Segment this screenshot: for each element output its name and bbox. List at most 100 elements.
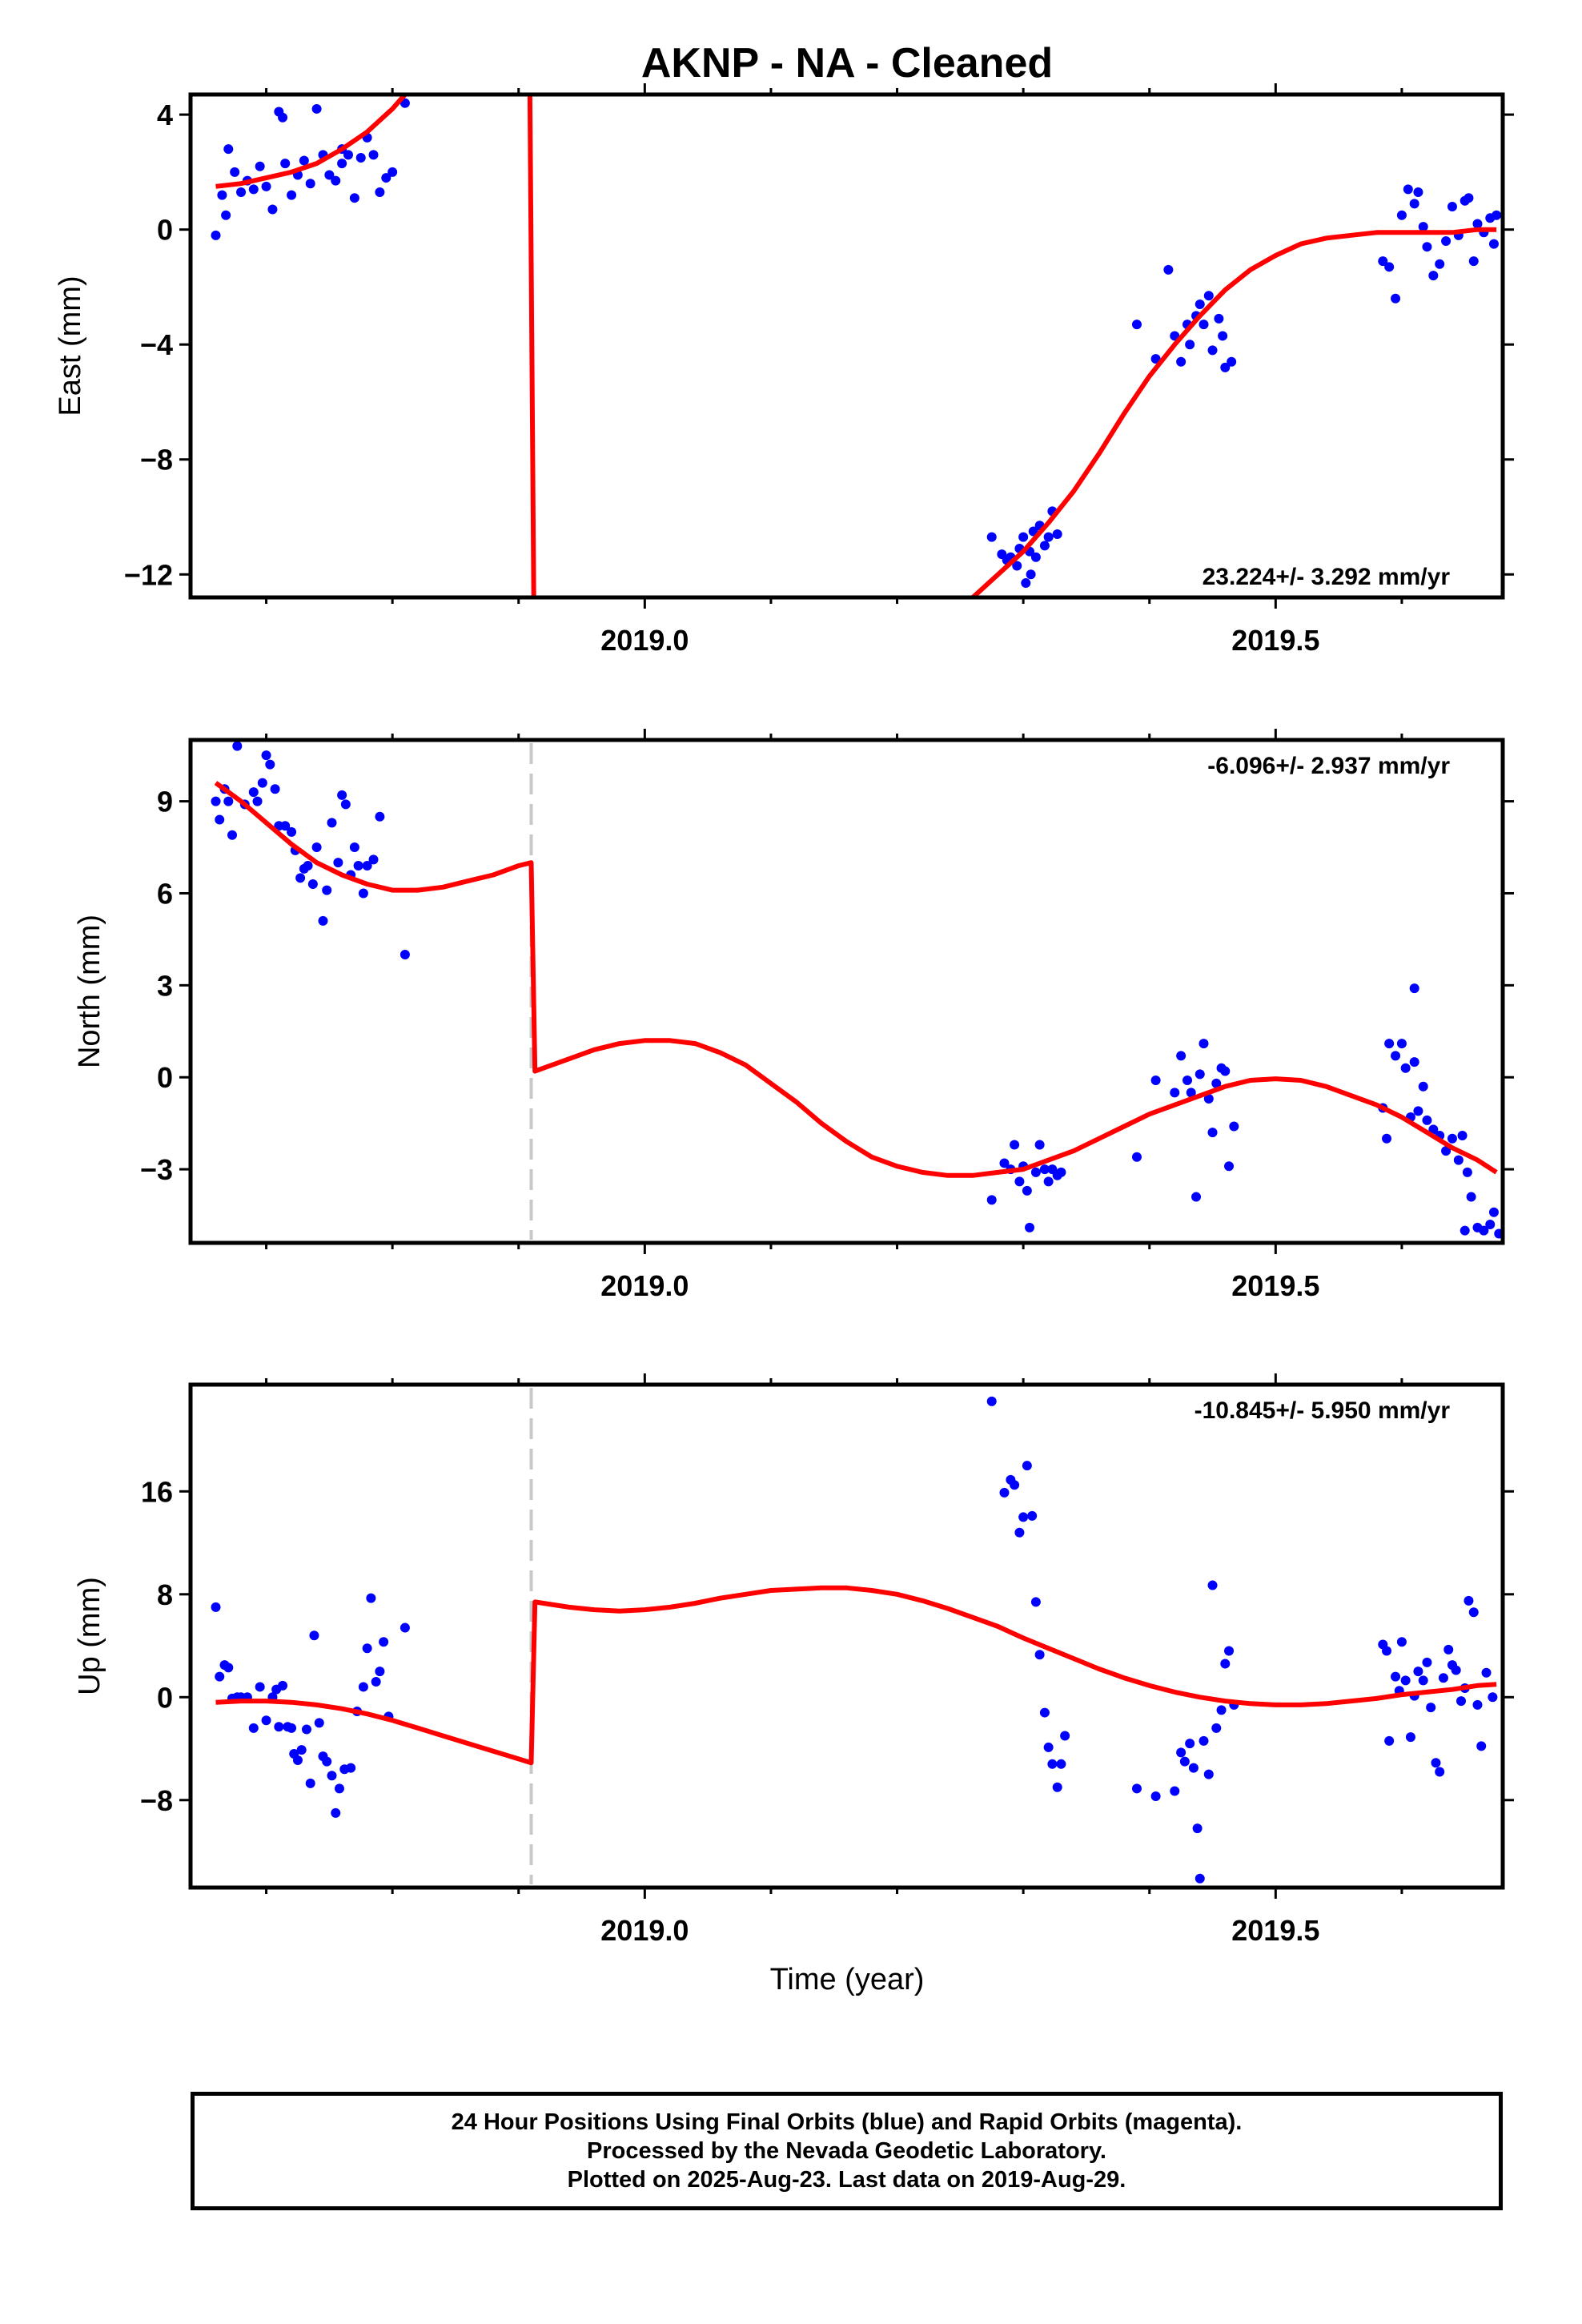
north-data-point <box>1220 1066 1231 1076</box>
east-y-tick-label: 0 <box>157 214 173 247</box>
east-data-point <box>1472 219 1483 229</box>
up-data-point <box>1418 1675 1428 1686</box>
north-data-point <box>1457 1130 1468 1140</box>
east-data-points <box>211 98 1502 589</box>
east-data-point <box>355 152 366 163</box>
east-data-point <box>331 175 341 186</box>
north-data-point <box>211 796 221 806</box>
up-data-point <box>1022 1461 1032 1471</box>
north-data-point <box>362 861 372 870</box>
north-data-point <box>1413 1106 1423 1116</box>
east-data-point <box>1422 242 1432 252</box>
up-data-point <box>287 1723 297 1733</box>
up-data-point <box>400 1622 410 1633</box>
up-data-point <box>1207 1580 1218 1590</box>
north-data-point <box>333 858 343 868</box>
up-data-point <box>1400 1675 1411 1686</box>
east-data-point <box>387 167 398 177</box>
east-data-point <box>255 161 265 171</box>
up-data-point <box>1422 1657 1432 1667</box>
up-data-point <box>1014 1527 1025 1538</box>
north-data-point <box>1014 1176 1025 1187</box>
east-data-point <box>311 103 322 114</box>
up-data-point <box>1451 1665 1461 1675</box>
east-data-point <box>1464 193 1474 203</box>
north-data-point <box>327 818 337 828</box>
east-data-point <box>299 155 309 166</box>
north-data-point <box>322 885 332 895</box>
north-data-point <box>1170 1088 1180 1098</box>
up-data-point <box>296 1745 307 1755</box>
north-data-point <box>261 750 271 761</box>
north-data-point <box>368 854 379 865</box>
up-data-point <box>346 1763 356 1773</box>
north-data-point <box>232 741 243 751</box>
north-y-tick-label: 9 <box>157 786 173 818</box>
north-x-tick-label: 2019.0 <box>600 1269 689 1302</box>
up-y-tick-label: 16 <box>141 1475 173 1508</box>
north-data-point <box>318 915 328 926</box>
north-data-point <box>265 759 275 770</box>
north-data-point <box>307 879 318 889</box>
east-model-curve-group <box>215 94 1497 597</box>
up-data-point <box>331 1807 341 1818</box>
east-data-point <box>278 112 288 123</box>
north-data-point <box>257 778 267 788</box>
east-data-point <box>1052 529 1062 540</box>
up-data-point <box>986 1396 997 1406</box>
north-panel: −3 0 3 6 9 2019.0 2019.5 North (mm) -6.096+/- 2.… <box>73 729 1514 1302</box>
east-data-point <box>1018 532 1029 542</box>
north-data-point <box>1400 1063 1411 1073</box>
up-y-tick-label: 8 <box>157 1578 173 1611</box>
up-y-tick-label: −8 <box>140 1784 173 1817</box>
up-data-point <box>1043 1742 1054 1752</box>
up-data-point <box>1391 1671 1401 1682</box>
east-y-axis-title: East (mm) <box>54 275 87 416</box>
north-data-point <box>1176 1051 1186 1061</box>
up-data-points <box>211 1396 1498 1884</box>
up-data-point <box>1192 1823 1203 1834</box>
north-plot-frame <box>188 738 1505 1245</box>
up-data-point <box>1179 1756 1190 1767</box>
up-data-point <box>1405 1732 1415 1743</box>
up-data-point <box>366 1593 376 1603</box>
north-y-axis-title: North (mm) <box>73 915 106 1068</box>
north-y-tick-label: −3 <box>140 1153 173 1186</box>
east-data-point <box>1163 264 1174 275</box>
north-data-point <box>337 790 347 800</box>
east-y-tick-label: −8 <box>140 444 173 476</box>
east-data-point <box>305 179 315 189</box>
east-data-point <box>381 173 391 183</box>
east-data-point <box>1441 236 1452 247</box>
north-data-point <box>1150 1076 1161 1086</box>
up-data-point <box>1472 1699 1483 1710</box>
east-data-point <box>1428 271 1439 281</box>
east-data-point <box>986 532 997 542</box>
north-data-point <box>1030 1167 1041 1177</box>
east-data-point <box>1195 299 1205 309</box>
up-data-point <box>248 1723 259 1733</box>
north-data-point <box>1203 1094 1214 1104</box>
north-data-point <box>1229 1121 1239 1132</box>
east-data-point <box>1203 291 1214 301</box>
north-data-point <box>270 784 280 794</box>
up-data-point <box>314 1718 324 1728</box>
north-data-point <box>1039 1164 1050 1175</box>
up-data-point <box>1060 1731 1070 1741</box>
up-x-tick-label: 2019.0 <box>600 1914 689 1947</box>
north-data-point <box>1034 1140 1045 1150</box>
north-data-point <box>280 821 291 831</box>
up-data-point <box>1188 1763 1199 1773</box>
up-data-point <box>371 1677 381 1687</box>
up-data-point <box>1034 1650 1045 1660</box>
east-data-point <box>1012 561 1022 571</box>
up-data-point <box>1443 1644 1454 1655</box>
east-data-point <box>1435 259 1445 269</box>
up-data-point <box>1435 1767 1445 1777</box>
east-data-point <box>1026 569 1036 580</box>
east-data-point <box>1418 222 1428 232</box>
north-data-point <box>1418 1081 1428 1092</box>
east-data-point <box>1413 187 1423 198</box>
up-data-point <box>999 1487 1010 1498</box>
north-data-points <box>211 741 1503 1239</box>
